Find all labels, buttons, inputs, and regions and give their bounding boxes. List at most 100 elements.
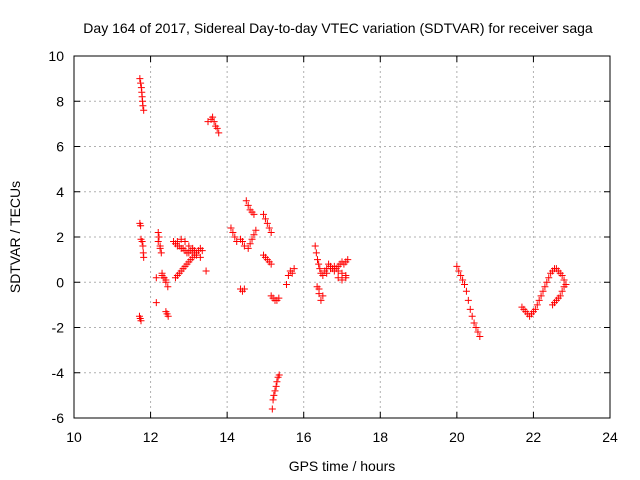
- y-tick-label: -4: [52, 365, 65, 381]
- grid-lines: [74, 56, 610, 418]
- x-tick-label: 24: [602, 429, 618, 445]
- data-point: [215, 129, 223, 137]
- data-point: [267, 260, 275, 268]
- data-point: [137, 79, 145, 87]
- data-point: [156, 244, 164, 252]
- chart-title: Day 164 of 2017, Sidereal Day-to-day VTE…: [83, 20, 593, 36]
- data-point: [537, 292, 545, 300]
- data-point: [138, 238, 146, 246]
- data-point: [162, 276, 170, 284]
- data-point: [535, 296, 543, 304]
- data-point: [240, 242, 248, 250]
- data-point: [533, 301, 541, 309]
- data-point: [290, 265, 298, 273]
- data-point: [462, 287, 470, 295]
- data-point: [260, 210, 268, 218]
- y-tick-label: 4: [56, 184, 64, 200]
- x-tick-label: 20: [449, 429, 465, 445]
- data-point: [136, 75, 144, 83]
- data-point: [464, 296, 472, 304]
- data-point: [272, 382, 280, 390]
- x-tick-label: 14: [219, 429, 235, 445]
- data-point: [210, 118, 218, 126]
- data-point: [275, 294, 283, 302]
- data-point: [342, 271, 350, 279]
- x-tick-label: 18: [372, 429, 388, 445]
- data-point: [139, 102, 147, 110]
- data-point: [139, 242, 147, 250]
- data-point: [273, 378, 281, 386]
- data-point: [539, 287, 547, 295]
- data-point: [468, 312, 476, 320]
- data-point: [250, 210, 258, 218]
- data-point: [282, 281, 290, 289]
- data-point: [531, 305, 539, 313]
- data-point: [466, 305, 474, 313]
- data-point: [248, 235, 256, 243]
- data-point: [265, 224, 273, 232]
- data-point: [459, 276, 467, 284]
- data-point: [476, 333, 484, 341]
- y-tick-label: -2: [52, 320, 65, 336]
- data-point: [154, 238, 162, 246]
- data-point: [472, 324, 480, 331]
- data-point: [461, 281, 469, 289]
- data-point: [261, 215, 269, 223]
- data-point: [193, 251, 201, 259]
- data-points: [135, 75, 570, 413]
- data-point: [558, 271, 566, 279]
- data-point: [330, 262, 338, 270]
- x-tick-label: 22: [526, 429, 542, 445]
- data-point: [334, 267, 342, 275]
- data-point: [240, 285, 248, 293]
- data-point: [455, 267, 463, 275]
- data-point: [213, 124, 221, 132]
- y-tick-label: -6: [52, 410, 65, 426]
- data-point: [181, 238, 189, 246]
- data-point: [263, 219, 271, 227]
- data-point: [319, 292, 327, 300]
- data-point: [158, 269, 166, 277]
- data-point: [185, 242, 193, 250]
- data-point: [312, 249, 320, 257]
- data-point: [229, 228, 237, 236]
- data-point: [269, 396, 277, 404]
- data-point: [252, 226, 260, 234]
- data-point: [268, 405, 276, 413]
- y-tick-label: 0: [56, 274, 64, 290]
- data-point: [327, 265, 335, 273]
- data-point: [227, 224, 235, 232]
- data-point: [189, 247, 197, 255]
- data-point: [313, 256, 321, 264]
- data-point: [177, 235, 185, 243]
- x-tick-label: 12: [143, 429, 159, 445]
- data-point: [164, 312, 172, 320]
- data-point: [137, 222, 145, 230]
- data-point: [334, 274, 342, 282]
- data-point: [270, 391, 278, 399]
- data-point: [250, 231, 258, 239]
- y-tick-label: 10: [48, 48, 64, 64]
- data-point: [246, 240, 254, 248]
- data-point: [173, 238, 181, 246]
- data-point: [541, 283, 549, 291]
- data-point: [338, 269, 346, 277]
- y-tick-label: 8: [56, 93, 64, 109]
- x-axis: 10 12 14 16 18 20 22 24: [66, 56, 618, 445]
- data-point: [549, 301, 557, 309]
- data-point: [560, 276, 568, 284]
- data-point: [317, 296, 325, 304]
- data-point: [267, 228, 275, 236]
- data-point: [560, 283, 568, 291]
- data-point: [244, 201, 252, 209]
- data-point: [545, 274, 553, 282]
- data-point: [275, 371, 283, 379]
- data-point: [474, 328, 482, 336]
- data-point: [202, 267, 210, 275]
- data-point: [238, 238, 246, 246]
- data-point: [157, 249, 165, 257]
- y-tick-label: 6: [56, 139, 64, 155]
- data-point: [311, 242, 319, 250]
- data-point: [316, 265, 324, 273]
